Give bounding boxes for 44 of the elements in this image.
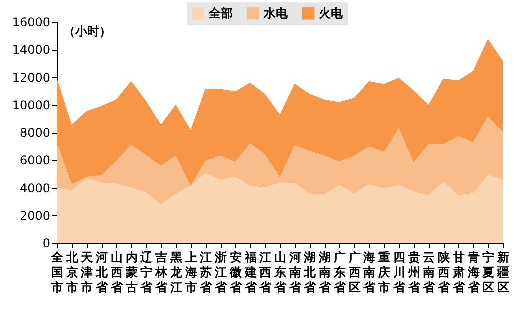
x-tick-label: 湖南省	[318, 250, 332, 294]
x-tick-label: 重庆市	[378, 250, 391, 294]
x-tick-label: 安徽省	[228, 250, 243, 294]
x-tick-label: 青海省	[466, 250, 481, 294]
x-tick-label: 广西区	[348, 250, 361, 294]
x-tick-label: 贵州省	[407, 250, 422, 294]
x-tick-label: 天津市	[80, 250, 94, 294]
x-tick-label: 河南省	[288, 250, 302, 294]
x-tick-label: 北京市	[65, 250, 80, 294]
x-tick-label: 上海市	[184, 250, 198, 294]
x-tick-label: 浙江省	[214, 250, 228, 294]
x-tick-label: 云南省	[422, 250, 436, 294]
y-axis-title: （小时）	[64, 24, 112, 38]
y-tick-label: 8000	[20, 126, 50, 140]
y-tick-label: 14000	[12, 43, 50, 58]
x-tick-label: 山西省	[110, 250, 124, 294]
x-tick-label: 宁夏区	[482, 250, 495, 294]
y-tick-label: 6000	[20, 154, 50, 168]
y-tick-label: 4000	[20, 181, 50, 196]
y-tick-label: 10000	[12, 98, 50, 112]
y-tick-label: 0	[42, 236, 50, 250]
y-tick-label: 12000	[12, 70, 50, 85]
x-tick-label: 江西省	[258, 250, 273, 294]
x-tick-label: 黑龙江	[169, 250, 184, 294]
x-tick-label: 湖北省	[303, 250, 318, 294]
x-tick-label: 内蒙古	[124, 250, 138, 294]
x-tick-label: 海南省	[362, 250, 377, 294]
x-tick-label: 四川省	[392, 250, 406, 294]
y-tick-label: 2000	[20, 208, 50, 223]
x-tick-label: 江苏省	[199, 250, 214, 294]
x-tick-label: 广东省	[332, 250, 347, 294]
x-tick-label: 山东省	[274, 250, 288, 294]
x-tick-label: 陕西省	[437, 250, 452, 294]
y-tick-label: 16000	[12, 16, 50, 30]
legend-label: 火电	[318, 6, 344, 21]
x-tick-label: 新疆区	[496, 250, 510, 294]
x-tick-label: 吉林省	[154, 250, 169, 294]
x-tick-label: 河北省	[95, 250, 110, 294]
x-tick-label: 全国市	[50, 250, 64, 294]
legend-label: 全部	[208, 6, 233, 21]
legend-label: 水电	[263, 6, 289, 21]
x-tick-label: 辽宁省	[140, 250, 154, 294]
x-tick-label: 甘肃省	[452, 250, 466, 294]
x-tick-label: 福建省	[244, 250, 258, 294]
